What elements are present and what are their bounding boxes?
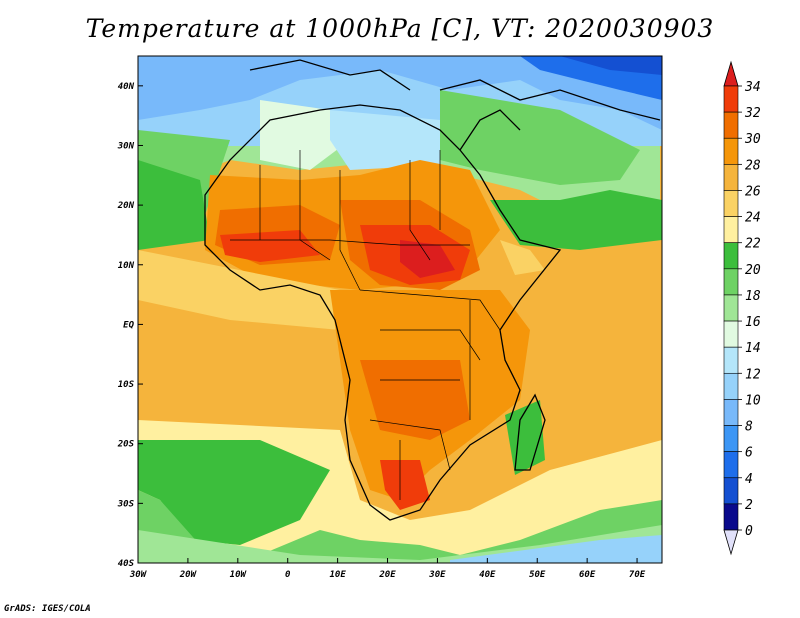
colorbar-label: 26 bbox=[745, 184, 761, 199]
lon-tick-label: 40E bbox=[479, 570, 496, 580]
colorbar-cell bbox=[723, 294, 739, 322]
colorbar-cell bbox=[723, 451, 739, 479]
colorbar-label: 2 bbox=[745, 498, 753, 513]
colorbar-label: 30 bbox=[744, 132, 761, 147]
colorbar-label: 34 bbox=[744, 80, 761, 95]
colorbar-cell bbox=[723, 346, 739, 374]
coastlines bbox=[204, 59, 661, 521]
colorbar-over-arrow bbox=[723, 60, 739, 87]
colorbar-cell bbox=[723, 216, 739, 244]
map-axes: 30W 20W 10W 0 10E 20E 30E 40E 50E 60E 70E 40N 30N 20N… bbox=[117, 82, 646, 580]
lat-tick-label: 30S bbox=[117, 499, 135, 509]
colorbar-cell bbox=[723, 190, 739, 217]
colorbar-label: 22 bbox=[745, 237, 761, 252]
colorbar-cell bbox=[723, 477, 739, 505]
lon-tick-label: 30E bbox=[428, 570, 446, 580]
colorbar-cell bbox=[723, 425, 739, 452]
colorbar-cell bbox=[723, 164, 739, 191]
lon-tick-label: 50E bbox=[529, 570, 546, 580]
colorbar-label: 14 bbox=[745, 341, 761, 356]
lon-tick-label: 20W bbox=[179, 570, 198, 580]
lon-tick-label: 10E bbox=[329, 570, 346, 580]
lat-tick-label: 10N bbox=[118, 261, 135, 271]
lon-tick-label: 60E bbox=[579, 570, 596, 580]
colorbar-label: 24 bbox=[745, 211, 761, 226]
colorbar-label: 12 bbox=[745, 367, 761, 382]
lat-tick-label: 30N bbox=[117, 141, 135, 151]
lat-tick-label: EQ bbox=[123, 320, 134, 330]
software-credit: GrADS: IGES/COLA bbox=[4, 604, 91, 614]
lon-tick-label: 30W bbox=[129, 570, 148, 580]
lat-tick-label: 10S bbox=[118, 380, 135, 390]
map-title: Temperature at 1000hPa [C], VT: 20200309… bbox=[85, 14, 715, 43]
lon-tick-label: 20E bbox=[378, 570, 396, 580]
colorbar-label: 10 bbox=[745, 393, 761, 408]
colorbar-cell bbox=[723, 399, 739, 426]
lat-tick-label: 20S bbox=[117, 440, 135, 450]
lon-tick-label: 10W bbox=[230, 570, 248, 580]
colorbar-cell bbox=[723, 85, 739, 113]
colorbar-cell bbox=[723, 242, 739, 270]
colorbar-cell bbox=[723, 503, 739, 531]
colorbar-label: 16 bbox=[745, 315, 761, 330]
colorbar-label: 4 bbox=[745, 472, 753, 487]
colorbar-label: 28 bbox=[745, 158, 761, 173]
colorbar-label: 20 bbox=[745, 263, 761, 278]
lat-tick-label: 20N bbox=[117, 201, 135, 211]
colorbar-under-arrow bbox=[723, 529, 739, 556]
colorbar-label: 6 bbox=[745, 446, 753, 461]
lat-tick-label: 40S bbox=[118, 559, 135, 569]
country-borders bbox=[230, 150, 501, 500]
colorbar-label: 8 bbox=[745, 420, 753, 435]
colorbar-cell bbox=[723, 137, 739, 165]
colorbar-label: 32 bbox=[744, 106, 761, 121]
colorbar-cell bbox=[723, 372, 739, 400]
lat-tick-label: 40N bbox=[118, 82, 135, 92]
colorbar-cell bbox=[723, 320, 739, 348]
lon-tick-label: 70E bbox=[629, 570, 646, 580]
colorbar-label: 18 bbox=[745, 289, 761, 304]
colorbar-cell bbox=[723, 268, 739, 296]
colorbar-cell bbox=[723, 111, 739, 139]
lon-tick-label: 0 bbox=[285, 570, 291, 580]
colorbar-label: 0 bbox=[745, 524, 753, 539]
madagascar-field bbox=[505, 400, 545, 475]
map-frame bbox=[137, 55, 663, 564]
